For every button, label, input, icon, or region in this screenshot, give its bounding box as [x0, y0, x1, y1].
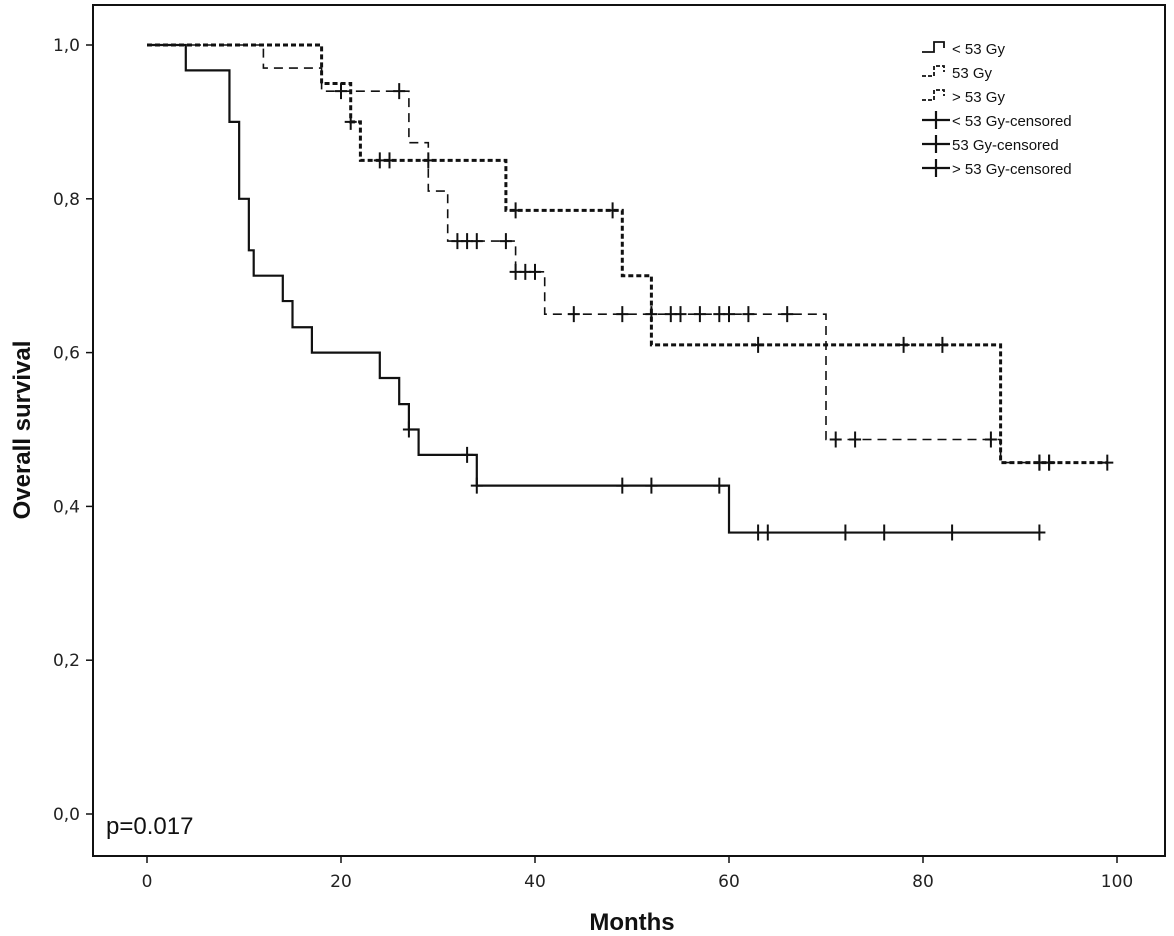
censor-mark [723, 306, 735, 323]
legend-label: 53 Gy [952, 65, 993, 82]
censor-mark [461, 446, 474, 463]
legend-label: > 53 Gy-censored [952, 161, 1072, 178]
censor-mark [393, 83, 406, 100]
legend-swatch [922, 65, 945, 77]
p-value-annotation: p=0.017 [106, 813, 193, 840]
censor-mark [849, 431, 862, 448]
censor-mark [1101, 454, 1114, 471]
x-tick-label: 80 [912, 872, 934, 892]
y-tick-label: 0,6 [53, 344, 80, 364]
y-tick-label: 0,2 [53, 651, 80, 671]
legend-swatch [922, 41, 945, 53]
plot-frame [92, 4, 1166, 857]
censor-mark [509, 202, 522, 219]
censor-mark [878, 524, 891, 541]
y-tick-label: 0,4 [53, 497, 80, 517]
x-axis-label: Months [589, 909, 674, 936]
censor-mark [781, 306, 794, 323]
legend-swatch [922, 89, 945, 101]
censor-mark [693, 306, 706, 323]
legend-label: > 53 Gy [952, 89, 1005, 106]
y-tick-label: 1,0 [53, 36, 80, 56]
censor-mark [752, 336, 765, 353]
x-tick-label: 60 [718, 872, 740, 892]
legend-censor-swatch [922, 135, 950, 153]
censor-mark [606, 202, 619, 219]
censor-mark [529, 263, 541, 280]
censor-mark [713, 477, 726, 494]
legend-label: 53 Gy-censored [952, 137, 1059, 154]
censor-mark [946, 524, 959, 541]
x-tick-label: 40 [524, 872, 546, 892]
y-tick-label: 0,0 [53, 805, 80, 825]
censor-mark [470, 233, 483, 250]
censor-mark [470, 477, 483, 494]
censor-mark [645, 477, 658, 494]
censor-mark [839, 524, 852, 541]
censor-mark [422, 152, 435, 169]
x-tick-label: 100 [1101, 872, 1133, 892]
censor-mark [616, 477, 629, 494]
censor-mark [742, 306, 755, 323]
legend-censor-swatch [922, 159, 950, 177]
censor-mark [335, 83, 347, 100]
legend: < 53 Gy 53 Gy > 53 Gy < 53 Gy-censored 53 Gy… [922, 41, 1072, 178]
survival-curve-0 [147, 43, 1040, 534]
censor-mark [616, 306, 629, 323]
censor-mark [1033, 524, 1046, 541]
survival-curve-1 [147, 44, 1050, 464]
censor-mark [984, 431, 997, 448]
censor-mark [674, 306, 687, 323]
censor-mark [1043, 454, 1056, 471]
y-axis-label: Overall survival [9, 341, 36, 520]
censor-mark [567, 306, 580, 323]
censor-mark [761, 524, 774, 541]
censor-mark [402, 421, 415, 438]
x-tick-label: 0 [142, 872, 153, 892]
x-tick-label: 20 [330, 872, 352, 892]
censor-mark [829, 431, 842, 448]
censor-mark [383, 152, 396, 169]
censor-mark [897, 336, 910, 353]
legend-label: < 53 Gy-censored [952, 113, 1072, 130]
censor-mark [344, 113, 357, 130]
legend-label: < 53 Gy [952, 41, 1005, 58]
survival-curve-2 [147, 43, 1108, 465]
censor-mark [936, 336, 949, 353]
legend-censor-swatch [922, 111, 950, 129]
censor-mark [499, 233, 512, 250]
y-tick-label: 0,8 [53, 190, 80, 210]
